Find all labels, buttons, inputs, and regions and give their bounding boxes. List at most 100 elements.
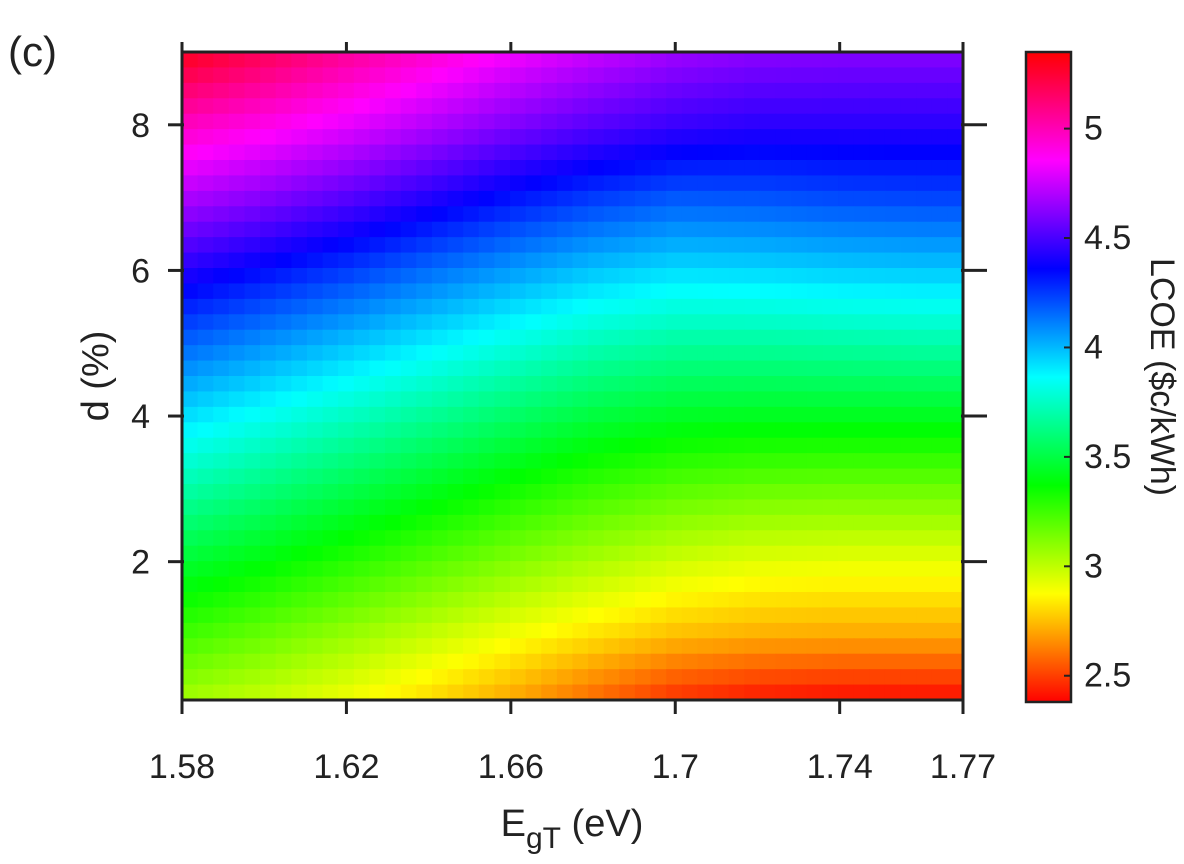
heatmap-cell: [634, 129, 652, 146]
heatmap-cell: [478, 545, 496, 562]
heatmap-cell: [244, 175, 261, 192]
heatmap-cell: [260, 468, 277, 485]
heatmap-cell: [744, 252, 761, 269]
heatmap-cell: [213, 376, 230, 393]
heatmap-cell: [806, 160, 824, 177]
heatmap-cell: [228, 67, 246, 84]
heatmap-cell: [931, 52, 949, 69]
heatmap-cell: [478, 499, 496, 516]
heatmap-cell: [931, 252, 949, 269]
heatmap-cell: [213, 406, 230, 423]
heatmap-cell: [744, 468, 761, 485]
heatmap-cell: [510, 52, 527, 69]
heatmap-cell: [478, 252, 496, 269]
heatmap-cell: [431, 561, 449, 578]
heatmap-cell: [572, 468, 589, 485]
heatmap-cell: [884, 360, 902, 377]
heatmap-cell: [713, 391, 730, 408]
heatmap-cell: [744, 82, 761, 99]
heatmap-cell: [385, 453, 402, 470]
heatmap-cell: [588, 391, 605, 408]
colorbar: [1024, 50, 1073, 704]
heatmap-cell: [400, 376, 417, 393]
heatmap-cell: [431, 576, 449, 593]
heatmap-cell: [369, 638, 386, 655]
heatmap-cell: [510, 113, 527, 130]
heatmap-cell: [541, 314, 558, 331]
heatmap-cell: [759, 129, 777, 146]
heatmap-cell: [463, 268, 480, 285]
heatmap-cell: [556, 514, 574, 531]
heatmap-cell: [666, 237, 683, 254]
heatmap-cell: [291, 653, 308, 670]
heatmap-cell: [541, 237, 558, 254]
heatmap-cell: [603, 67, 621, 84]
heatmap-cell: [603, 298, 621, 315]
colorbar-tick-label: 5: [1084, 110, 1103, 148]
heatmap-cell: [759, 160, 777, 177]
heatmap-cell: [931, 545, 949, 562]
heatmap-cell: [603, 684, 621, 700]
heatmap-cell: [228, 422, 246, 439]
heatmap-cell: [588, 653, 605, 670]
heatmap-cell: [291, 314, 308, 331]
heatmap-cell: [806, 345, 824, 362]
heatmap-cell: [322, 175, 339, 192]
heatmap-cell: [400, 484, 417, 501]
heatmap-cell: [228, 376, 246, 393]
heatmap-cell: [650, 406, 667, 423]
heatmap-cell: [619, 406, 636, 423]
heatmap-cell: [572, 638, 589, 655]
heatmap-cell: [463, 113, 480, 130]
heatmap-cell: [603, 545, 621, 562]
heatmap-cell: [478, 484, 496, 501]
heatmap-cell: [353, 129, 371, 146]
heatmap-cell: [759, 453, 777, 470]
heatmap-cell: [400, 653, 417, 670]
heatmap-cell: [900, 453, 917, 470]
heatmap-cell: [244, 561, 261, 578]
heatmap-cell: [369, 329, 386, 346]
heatmap-cell: [619, 98, 636, 115]
heatmap-cell: [791, 669, 808, 686]
heatmap-cell: [853, 190, 870, 207]
heatmap-cell: [322, 576, 339, 593]
heatmap-cell: [728, 98, 746, 115]
heatmap-cell: [400, 669, 417, 686]
heatmap-cell: [431, 144, 449, 161]
heatmap-cell: [556, 252, 574, 269]
heatmap-cell: [478, 437, 496, 454]
heatmap-cell: [182, 52, 199, 69]
heatmap-cell: [416, 283, 433, 300]
heatmap-cell: [931, 283, 949, 300]
heatmap-cell: [697, 175, 714, 192]
heatmap-cell: [478, 345, 496, 362]
heatmap-cell: [681, 622, 699, 639]
heatmap-cell: [775, 406, 792, 423]
heatmap-cell: [838, 345, 855, 362]
heatmap-cell: [291, 468, 308, 485]
heatmap-cell: [353, 406, 371, 423]
heatmap-cell: [900, 221, 917, 238]
heatmap-cell: [728, 484, 746, 501]
heatmap-cell: [681, 52, 699, 69]
heatmap-cell: [478, 160, 496, 177]
heatmap-cell: [869, 113, 886, 130]
heatmap-cell: [510, 468, 527, 485]
y-tick-label: 8: [131, 107, 150, 145]
heatmap-cell: [353, 499, 371, 516]
heatmap-cell: [478, 283, 496, 300]
heatmap-cell: [634, 52, 652, 69]
heatmap-cell: [478, 607, 496, 624]
heatmap-cell: [478, 190, 496, 207]
heatmap-cell: [744, 190, 761, 207]
heatmap-cell: [213, 268, 230, 285]
heatmap-cell: [197, 160, 214, 177]
heatmap-cell: [838, 268, 855, 285]
heatmap-cell: [916, 453, 933, 470]
heatmap-cell: [416, 607, 433, 624]
heatmap-cell: [197, 190, 214, 207]
heatmap-cell: [478, 67, 496, 84]
heatmap-cell: [697, 283, 714, 300]
heatmap-cell: [291, 545, 308, 562]
